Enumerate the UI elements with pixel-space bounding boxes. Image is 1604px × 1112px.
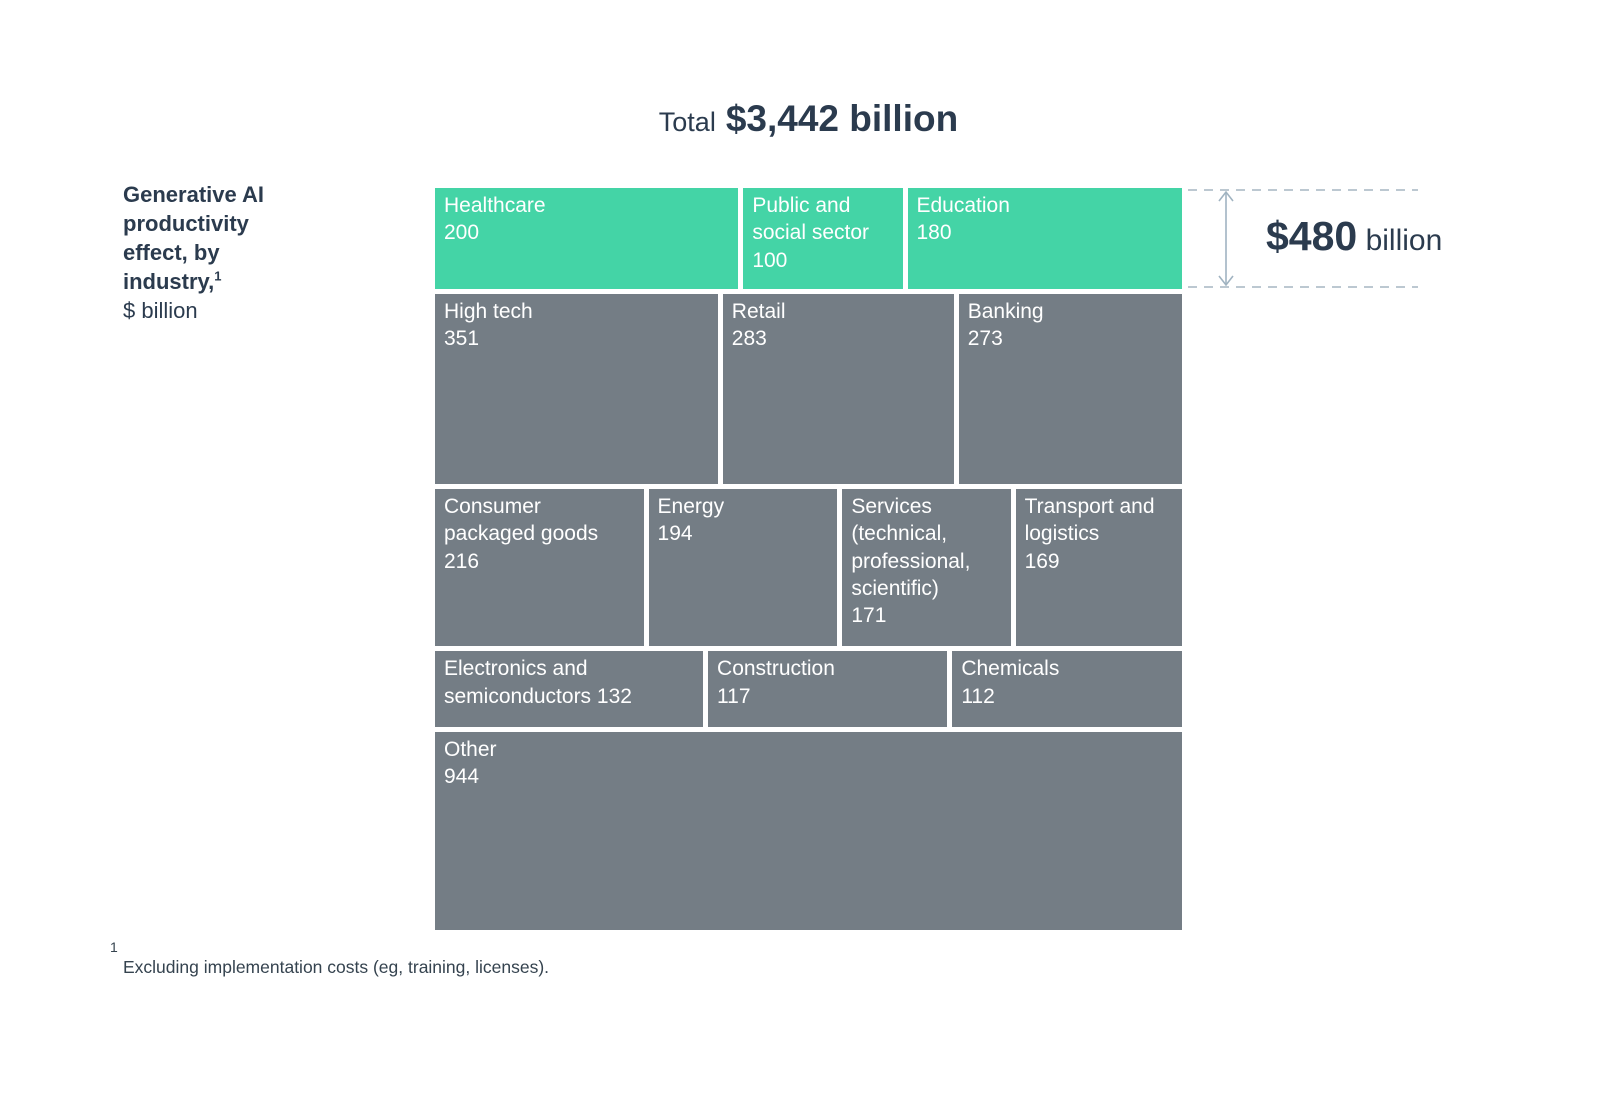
block-name: Services (technical, professional, scien… bbox=[851, 494, 971, 600]
treemap-row-2: High tech 351 Retail 283 Banking 273 bbox=[435, 293, 1182, 484]
treemap-block-construction: Construction 117 bbox=[708, 651, 948, 727]
range-bracket bbox=[1188, 189, 1418, 288]
block-value: 180 bbox=[916, 221, 952, 245]
footnote-marker: 1 bbox=[110, 939, 118, 955]
block-value: 169 bbox=[1024, 549, 1060, 573]
treemap-row-5: Other 944 bbox=[435, 731, 1182, 930]
treemap-block-consumer-packaged-goods: Consumer packaged goods 216 bbox=[435, 488, 644, 647]
block-name: Banking bbox=[967, 299, 1044, 323]
block-value: 351 bbox=[444, 326, 480, 350]
block-name: Transport and logistics bbox=[1024, 494, 1155, 546]
block-value: 273 bbox=[967, 326, 1003, 350]
chart-title: Total $3,442 billion bbox=[435, 98, 1182, 140]
footnote-text: Excluding implementation costs (eg, trai… bbox=[123, 957, 550, 978]
block-value: 194 bbox=[657, 522, 693, 546]
block-value: 117 bbox=[717, 684, 751, 708]
treemap-row-1: Healthcare 200 Public and social sector 100… bbox=[435, 188, 1182, 289]
treemap-block-retail: Retail 283 bbox=[722, 293, 954, 484]
block-name: Healthcare bbox=[444, 194, 546, 217]
range-annotation-value: $480 bbox=[1266, 213, 1358, 259]
treemap-row-4: Electronics and semiconductors 132 Constr… bbox=[435, 651, 1182, 727]
block-value: 100 bbox=[752, 248, 788, 272]
block-name: Electronics and semiconductors bbox=[444, 657, 597, 708]
treemap-block-healthcare: Healthcare 200 bbox=[435, 188, 739, 289]
block-value: 216 bbox=[444, 549, 480, 573]
block-value: 132 bbox=[596, 684, 632, 708]
block-name: Energy bbox=[657, 494, 725, 518]
treemap-block-services-technical-professional-scientific: Services (technical, professional, scien… bbox=[842, 488, 1011, 647]
footnote: 1 Excluding implementation costs (eg, tr… bbox=[110, 938, 549, 979]
block-value: 944 bbox=[444, 765, 480, 789]
block-value: 171 bbox=[851, 604, 887, 628]
range-annotation-unit: billion bbox=[1365, 224, 1443, 257]
treemap-block-chemicals: Chemicals 112 bbox=[952, 651, 1182, 727]
block-name: Public and social sector bbox=[752, 194, 870, 245]
block-value: 200 bbox=[444, 221, 480, 245]
axis-label: Generative AI productivity effect, by in… bbox=[123, 180, 295, 325]
treemap-block-banking: Banking 273 bbox=[958, 293, 1182, 484]
treemap-row-3: Consumer packaged goods 216 Energy 194 Servi… bbox=[435, 488, 1182, 647]
treemap-block-high-tech: High tech 351 bbox=[435, 293, 718, 484]
block-name: Retail bbox=[731, 299, 786, 323]
block-name: Chemicals bbox=[961, 657, 1060, 681]
treemap-block-public-and-social-sector: Public and social sector 100 bbox=[743, 188, 903, 289]
block-name: Consumer packaged goods bbox=[444, 494, 599, 546]
footnote-marker-ref: 1 bbox=[214, 268, 222, 284]
block-value: 283 bbox=[731, 326, 767, 350]
block-name: High tech bbox=[444, 299, 533, 323]
axis-label-unit: $ billion bbox=[123, 298, 198, 324]
treemap-block-education: Education 180 bbox=[907, 188, 1182, 289]
chart-title-value: $3,442 billion bbox=[725, 98, 959, 139]
treemap: Healthcare 200 Public and social sector 100… bbox=[435, 188, 1182, 930]
double-arrow-icon bbox=[1218, 190, 1234, 287]
block-value: 112 bbox=[961, 684, 995, 708]
block-name: Other bbox=[444, 737, 497, 761]
chart-title-prefix: Total bbox=[658, 107, 716, 137]
axis-label-text: Generative AI productivity effect, by in… bbox=[123, 182, 265, 295]
block-name: Education bbox=[916, 194, 1010, 217]
block-label: Electronics and semiconductors 132 bbox=[444, 655, 697, 710]
treemap-block-electronics-and-semiconductors: Electronics and semiconductors 132 bbox=[435, 651, 704, 727]
treemap-block-other: Other 944 bbox=[435, 731, 1182, 930]
range-annotation: $480 billion bbox=[1266, 213, 1442, 260]
treemap-block-energy: Energy 194 bbox=[648, 488, 838, 647]
treemap-block-transport-and-logistics: Transport and logistics 169 bbox=[1015, 488, 1182, 647]
block-name: Construction bbox=[717, 657, 835, 681]
